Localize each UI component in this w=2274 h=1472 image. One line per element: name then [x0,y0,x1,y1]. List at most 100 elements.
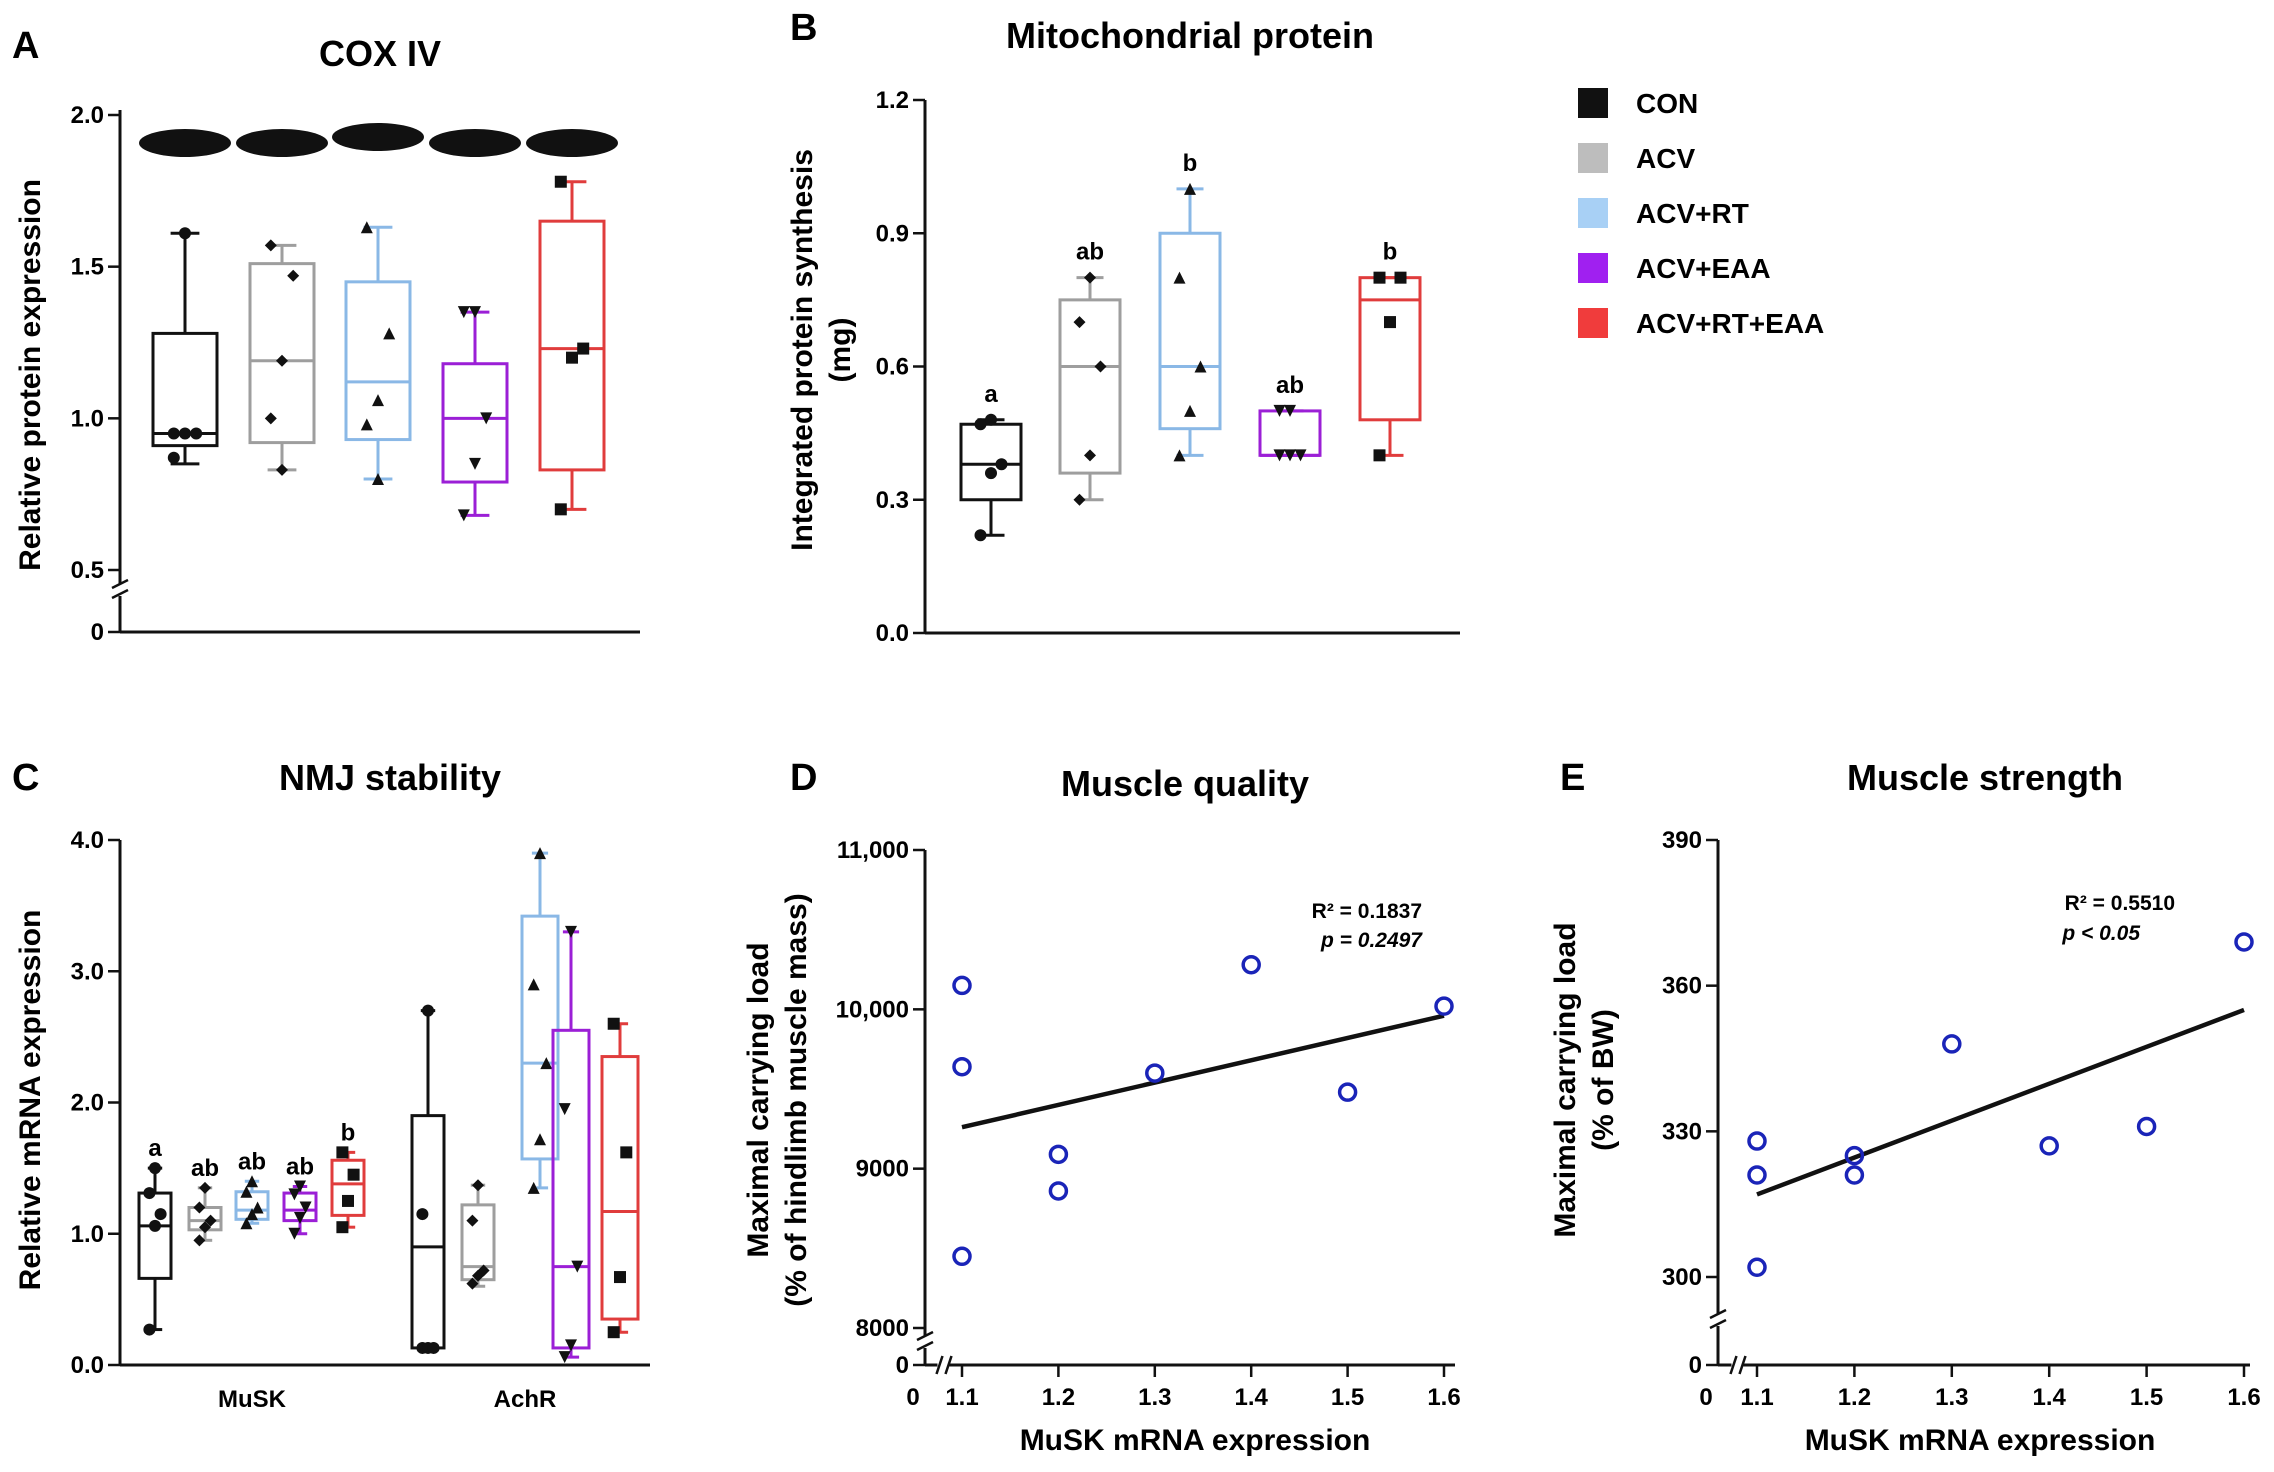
panel-c-musk-acv-eaa-point [294,1180,306,1193]
panel-a-con-point [179,227,191,240]
panel-b-acv-rt-eaa-point [1373,449,1386,462]
panel-c-musk-acv-point [193,1234,206,1247]
panel-e-data-point [1747,1165,1767,1185]
panel-b-sig-label: ab [1076,239,1104,266]
panel-c-musk-acv-point [199,1181,211,1194]
panel-b-acv-rt-point [1173,271,1186,284]
panel-c-achr-acv-eaa-point [558,1103,571,1116]
panel-c-sig-label: ab [191,1155,219,1182]
panel-letter-a: A [12,25,39,67]
panel-a-acv-rt-point [360,418,373,431]
panel-c-musk-con-point [143,1323,156,1336]
panel-b-con-box [959,422,1023,502]
panel-b-ytick-label: 0.6 [876,354,909,381]
panel-a-blot-band [332,123,424,151]
panel-c-ytick-label: 0.0 [71,1352,104,1379]
panel-c-achr-acv-rt-eaa-point [620,1146,633,1159]
panel-c-achr-acv-rt-eaa-point [607,1326,620,1339]
panel-d-xtick-label: 1.5 [1331,1384,1364,1411]
panel-b-con-point [985,467,997,480]
panel-c-musk-acv-point [199,1221,211,1234]
panel-c-achr-acv-eaa-point [558,1351,571,1364]
panel-d-p: p = 0.2497 [1320,929,1423,952]
panel-e-ylabel: Maximal carrying load [1549,922,1582,1237]
panel-d-x-axis-break-left [935,1355,944,1375]
panel-b-con-point [995,458,1008,471]
panel-a-acv-rt-point [372,473,384,485]
panel-c-musk-acv-rt-eaa-point [336,1146,349,1159]
panel-d-ytick-label: 0 [896,1352,909,1379]
panel-c-musk-acv-rt-point [240,1217,253,1230]
panel-d-data-point [952,1056,972,1077]
panel-b-acv-rt-eaa-box [1358,276,1422,422]
panel-b-sig-label: a [984,381,998,408]
panel-e-data-point [1844,1165,1865,1185]
panel-b-acv-point [1094,360,1107,373]
panel-b-con-point [974,418,987,431]
panel-e-plot: 0 300 330 360 390 0 1.1 1.2 1.3 1.4 1.5 1.6 [1662,827,2261,1411]
panel-c-achr-acv-rt-point [540,1057,553,1070]
panel-a-acv-eaa-point [469,306,481,319]
panel-d-ytick-label: 11,000 [837,837,909,864]
panel-a-acv-rt-box [344,280,412,442]
panel-c-musk-acv-eaa-point [288,1227,301,1240]
panel-c-ytick-label: 2.0 [71,1090,104,1117]
panel-c-sig-label: ab [238,1148,266,1175]
panel-d-ylabel: Maximal carrying load [742,942,775,1257]
panel-b-acv-point [1084,271,1096,284]
panel-e-data-point [1747,1257,1767,1278]
panel-e-p: p < 0.05 [2061,922,2140,945]
panel-a-acv-rt-point [360,221,373,234]
panel-d-data-point [952,1246,972,1267]
panel-e-ytick-label: 0 [1689,1352,1702,1379]
panel-b-acv-rt-point [1173,449,1186,462]
panel-b-acv-point [1084,449,1096,462]
panel-e-ytick-label: 330 [1662,1118,1702,1145]
panel-d-ytick-label: 10,000 [836,996,909,1023]
panel-e-data-point [2039,1136,2059,1156]
panel-a-con-point [190,427,203,440]
panel-a-acv-point [276,354,288,367]
panel-b-sig-label: b [1183,150,1198,177]
panel-b-acv-point [1073,316,1086,329]
panel-c-musk-acv-rt-eaa-point [336,1221,349,1234]
panel-b-sig-label: ab [1276,372,1304,399]
panel-a-acv-box [248,262,316,445]
panel-letter-e: E [1560,757,1585,799]
panel-c-achr-acv-rt-box [520,914,560,1161]
panel-c-musk-acv-rt-point [251,1201,264,1214]
panel-b-acv-rt-point [1184,182,1196,195]
panel-e-data-point [2136,1116,2157,1137]
panel-d-plot: 0 8000 9000 10,000 11,000 0 1.1 1.2 1.3 1.4 1.5 1.6 [836,837,1461,1411]
panel-a-acv-eaa-point [457,306,470,319]
panel-a-acv-rt-eaa-point [566,351,578,364]
panel-a-acv-rt-eaa-point [577,342,590,355]
legend-label-con: CON [1636,88,1698,119]
panel-a-acv-rt-point [383,327,396,340]
panel-d-data-point [1048,1181,1069,1201]
legend-swatch-con [1578,88,1608,118]
panel-c-achr-acv-eaa-point [565,925,577,938]
panel-d-data-point [1241,954,1261,975]
legend-swatch-acv [1578,143,1608,173]
panel-b-plot: 0.0 0.3 0.6 0.9 1.2 a ab b ab b [876,87,1460,647]
panel-c-achr-acv-rt-point [534,1133,546,1146]
panel-a-blot-band [429,129,521,157]
panel-b-acv-eaa-point [1284,404,1296,417]
panel-c-musk-con-point [154,1208,167,1221]
panel-c-achr-acv-point [477,1264,490,1277]
panel-b-ytick-label: 0.0 [876,620,909,647]
panel-d-y-axis-break-slash-top [916,1330,934,1342]
panel-c-musk-acv-eaa-point [288,1188,301,1201]
panel-a-plot: 0 0.5 1.0 1.5 2.0 [71,102,640,646]
panel-a-acv-rt-eaa-box [538,219,606,472]
panel-a-acv-point [276,463,288,476]
panel-c-achr-acv-rt-eaa-box [600,1055,640,1321]
legend-label-acv-rt: ACV+RT [1636,198,1749,229]
panel-a-axis-break-slash-top [111,578,129,590]
panel-e-ytick-label: 390 [1662,827,1702,854]
panel-a-acv-eaa-box [441,362,509,484]
panel-b-acv-eaa-point [1273,449,1286,462]
panel-c-achr-acv-rt-eaa-point [607,1017,620,1030]
